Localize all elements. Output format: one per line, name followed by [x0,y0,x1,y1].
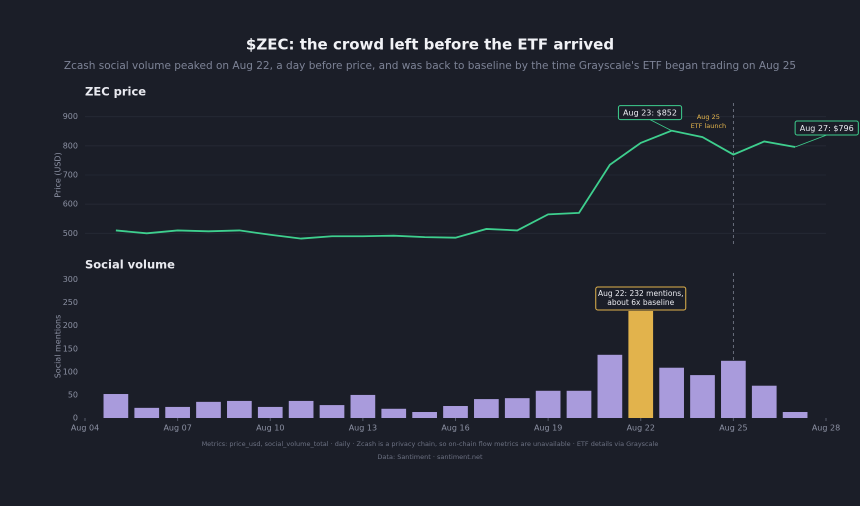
y-tick-label: 200 [63,321,78,330]
bar [566,390,592,418]
bar [196,401,221,418]
bar [412,412,437,418]
panel-title: ZEC price [85,85,146,99]
y-tick-label: 300 [63,275,78,284]
bar [288,400,314,418]
x-tick-label: Aug 07 [163,424,191,433]
y-tick-label: 0 [73,414,78,423]
y-axis-label: Price (USD) [54,152,63,197]
y-tick-label: 900 [63,112,78,121]
bar [535,390,561,418]
y-tick-label: 500 [63,229,78,238]
bar [227,400,252,418]
bar [721,360,746,418]
x-tick-label: Aug 13 [349,424,377,433]
bar [690,375,715,418]
panel-title: Social volume [85,258,175,272]
bar [103,394,129,418]
y-tick-label: 50 [68,390,78,399]
x-tick-label: Aug 16 [441,424,469,433]
x-tick-label: Aug 04 [71,424,99,433]
annotation-connector [794,134,827,148]
annotation-box [595,286,687,311]
bar [381,408,407,418]
bar [257,406,283,418]
y-axis-label: Social mentions [54,315,63,379]
y-tick-label: 800 [63,141,78,150]
x-tick-label: Aug 28 [812,424,840,433]
annotation-text: Aug 22: 232 mentions, [598,289,684,298]
annotation-box [794,120,859,136]
bar [597,354,623,418]
footer-note: Metrics: price_usd, social_volume_total … [202,440,659,448]
bar [350,394,376,418]
annotation-text: about 6x baseline [607,298,674,307]
x-tick-label: Aug 22 [627,424,655,433]
event-label: Aug 25 [697,113,720,121]
bar [474,399,499,418]
y-tick-label: 250 [63,298,78,307]
footer-source: Data: Santiment · santiment.net [377,453,483,461]
x-tick-label: Aug 25 [719,424,747,433]
annotation-box [617,105,683,121]
event-label: ETF launch [691,122,727,130]
x-tick-label: Aug 19 [534,424,562,433]
bar [134,407,160,418]
bar [319,405,345,418]
y-tick-label: 150 [63,344,78,353]
bar [751,385,777,418]
x-tick-label: Aug 10 [256,424,284,433]
price-line [115,129,796,240]
annotation-connector [649,119,672,132]
chart-subtitle: Zcash social volume peaked on Aug 22, a … [64,60,796,72]
bar [443,406,468,418]
bar [165,406,190,418]
bar [659,367,684,418]
chart-title: $ZEC: the crowd left before the ETF arri… [246,36,614,54]
y-tick-label: 100 [63,367,78,376]
y-tick-label: 600 [63,200,78,209]
bar [782,412,808,418]
annotation-text: Aug 23: $852 [623,109,677,118]
annotation-text: Aug 27: $796 [800,124,854,133]
bar [504,398,530,418]
y-tick-label: 700 [63,171,78,180]
bar [628,310,654,418]
